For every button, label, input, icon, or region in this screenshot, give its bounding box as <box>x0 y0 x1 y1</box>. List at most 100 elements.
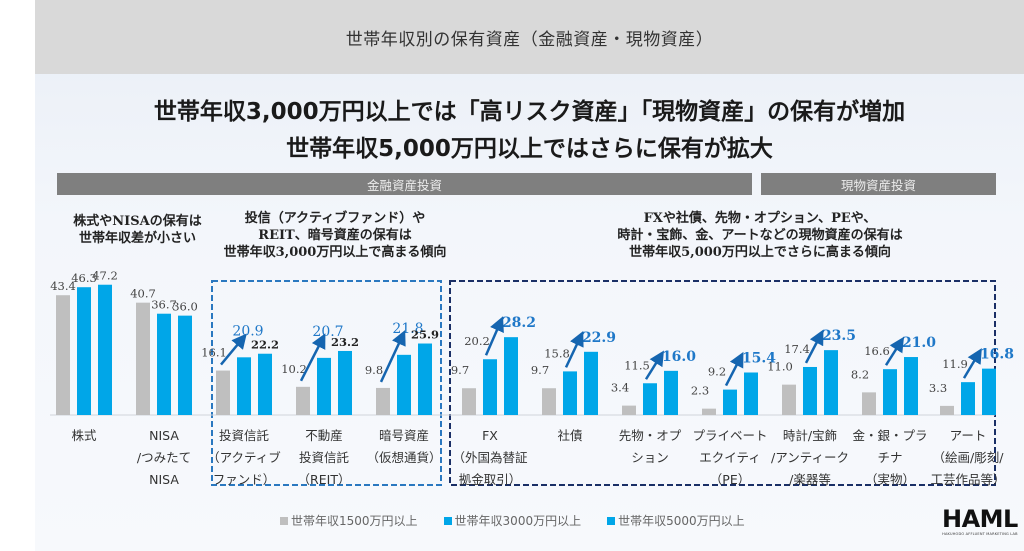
category-label: 投資信託 <box>219 428 270 443</box>
category-label: （PE） <box>710 472 750 487</box>
legend-item-3000: 世帯年収3000万円以上 <box>443 512 582 529</box>
data-label: 16.1 <box>201 346 227 360</box>
logo-subtitle: HAKUHODO AFFLUENT MARKETING LAB <box>942 532 1018 536</box>
legend: 世帯年収1500万円以上 世帯年収3000万円以上 世帯年収5000万円以上 <box>280 512 745 529</box>
category-label: 投資信託 <box>299 450 350 465</box>
category-label: プライベート <box>692 428 767 443</box>
growth-arrow <box>884 336 905 366</box>
bar-1500 <box>376 387 390 415</box>
category-label: エクイティ <box>699 450 761 465</box>
note-line: 世帯年収3,000万円以上で高まる傾向 <box>223 245 447 260</box>
data-label: 28.2 <box>502 315 536 331</box>
category-label: 工芸作品等） <box>930 472 1005 487</box>
bar-5000 <box>584 351 598 415</box>
bar-1500 <box>56 295 70 415</box>
data-label: 25.9 <box>411 328 439 342</box>
legend-swatch-blue <box>607 516 616 525</box>
category-label: チナ <box>877 450 902 465</box>
data-label: 2.3 <box>691 384 709 398</box>
bar-1500 <box>622 405 636 415</box>
bar-3000 <box>317 357 331 415</box>
data-label: 43.4 <box>50 279 76 293</box>
bar-5000 <box>744 372 758 415</box>
category-label: 先物・オプ <box>619 428 682 443</box>
legend-item-1500: 世帯年収1500万円以上 <box>280 512 418 529</box>
bar-1500 <box>782 384 796 415</box>
category-label: FX <box>482 428 498 443</box>
data-label: 16.8 <box>980 347 1014 363</box>
data-label: 3.3 <box>929 381 947 395</box>
data-label: 10.2 <box>281 362 307 376</box>
data-label: 9.2 <box>708 365 726 379</box>
data-label: 11.5 <box>624 358 650 372</box>
note-line: 世帯年収5,000万円以上でさらに高まる傾向 <box>629 245 891 260</box>
bar-5000 <box>982 368 996 415</box>
data-label: 22.9 <box>582 330 616 346</box>
bar-3000 <box>723 389 737 415</box>
category-label: （仮想通貨） <box>366 450 441 465</box>
bar-1500 <box>702 408 716 415</box>
category-label: （REIT） <box>298 472 351 487</box>
category-label: （実物） <box>865 472 915 487</box>
category-label: （アクティブ <box>207 450 281 465</box>
bar-3000 <box>563 371 577 415</box>
category-bar-physical: 現物資産投資 <box>761 173 996 195</box>
note-funds-reit-crypto: 投信（アクティブファンド）や REIT、暗号資産の保有は 世帯年収3,000万円… <box>205 210 465 261</box>
growth-arrow <box>220 333 247 366</box>
data-label: 8.2 <box>851 367 869 381</box>
category-label: ション <box>631 450 669 465</box>
legend-swatch-blue <box>443 516 452 525</box>
data-label: 15.4 <box>742 350 776 366</box>
legend-label: 世帯年収1500万円以上 <box>291 514 418 528</box>
bar-3000 <box>237 357 251 415</box>
category-label: 金・銀・プラ <box>852 428 927 443</box>
category-bar-financial: 金融資産投資 <box>57 173 752 195</box>
note-line: FXや社債、先物・オプション、PEや、 <box>643 211 877 226</box>
note-line: 時計・宝飾、金、アートなどの現物資産の保有は <box>617 228 903 243</box>
category-label: NISA <box>149 472 179 487</box>
data-label: 22.2 <box>251 338 279 352</box>
category-label: /楽器等 <box>789 472 831 487</box>
data-label: 23.2 <box>331 335 359 349</box>
category-label: 株式 <box>71 428 97 443</box>
haml-logo: HAML HAKUHODO AFFLUENT MARKETING LAB <box>942 506 1018 536</box>
category-label: /つみたて <box>137 450 191 465</box>
category-label: /アンティーク <box>771 450 849 465</box>
slide-background <box>35 0 1024 551</box>
category-label: 社債 <box>557 428 582 443</box>
growth-arrow <box>644 350 664 380</box>
data-label: 3.4 <box>611 381 629 395</box>
growth-arrow <box>484 316 504 356</box>
bar-3000 <box>643 383 657 415</box>
category-label: 拠金取引） <box>459 472 522 487</box>
category-label: 暗号資産 <box>379 428 429 443</box>
data-label: 15.8 <box>544 346 570 360</box>
growth-arrow <box>962 348 982 379</box>
legend-label: 世帯年収5000万円以上 <box>618 514 745 528</box>
category-label: （絵画/彫刻/ <box>933 450 1005 465</box>
data-label: 47.2 <box>92 269 118 283</box>
category-label: NISA <box>149 428 179 443</box>
bar-5000 <box>98 284 112 415</box>
data-label: 11.0 <box>767 360 793 374</box>
note-line: 投信（アクティブファンド）や <box>244 211 426 226</box>
bar-5000 <box>418 343 432 415</box>
data-label: 23.5 <box>822 328 856 344</box>
data-label: 40.7 <box>130 287 156 301</box>
data-label: 21.0 <box>902 335 936 351</box>
bar-5000 <box>824 350 838 415</box>
bar-5000 <box>664 370 678 415</box>
legend-label: 世帯年収3000万円以上 <box>454 514 582 528</box>
growth-arrow <box>564 331 584 368</box>
note-line: 世帯年収差が小さい <box>78 231 196 246</box>
headline-line-1: 世帯年収3,000万円以上では「高リスク資産」「現物資産」の保有が増加 <box>153 99 906 125</box>
bar-1500 <box>462 388 476 415</box>
note-line: 株式やNISAの保有は <box>73 214 202 229</box>
bar-3000 <box>77 287 91 415</box>
data-label: 11.9 <box>942 357 968 371</box>
bar-5000 <box>904 357 918 415</box>
legend-swatch-gray <box>280 516 288 525</box>
data-label: 36.0 <box>172 300 198 314</box>
bar-5000 <box>338 350 352 415</box>
data-label: 46.3 <box>71 271 97 285</box>
